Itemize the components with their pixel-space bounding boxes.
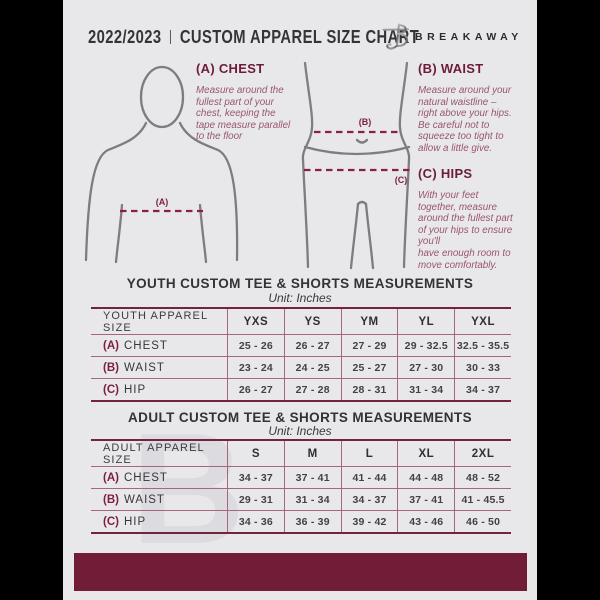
table-cell: 29 - 32.5 <box>397 334 455 356</box>
adult-size-col: S <box>227 441 284 466</box>
adult-size-label-header: ADULT APPAREL SIZE <box>103 441 205 466</box>
table-cell: 48 - 52 <box>454 466 511 488</box>
table-cell: 25 - 26 <box>227 334 284 356</box>
table-row-label: (B) WAIST <box>91 488 227 510</box>
navel-mark <box>355 138 369 144</box>
brand-name: BREAKAWAY <box>415 31 523 43</box>
chest-instruction: (A) CHEST Measure around the fullest par… <box>196 61 321 143</box>
table-cell: 24 - 25 <box>283 356 341 378</box>
table-cell: 27 - 29 <box>340 334 398 356</box>
watermark-b: B <box>131 401 246 577</box>
table-cell: 43 - 46 <box>397 510 455 532</box>
title-text: CUSTOM APPAREL SIZE CHART <box>179 27 420 47</box>
size-chart-page: 2022/2023 | CUSTOM APPAREL SIZE CHART BR… <box>63 0 537 600</box>
hip-line <box>303 145 411 156</box>
table-cell: 36 - 39 <box>283 510 341 532</box>
hips-instruction-text: With your feet together, measure around … <box>418 190 513 271</box>
table-cell: 34 - 37 <box>227 466 284 488</box>
table-cell: 44 - 48 <box>397 466 455 488</box>
hips-instruction: (C) HIPS With your feet together, measur… <box>418 166 536 271</box>
page-title: 2022/2023 | CUSTOM APPAREL SIZE CHART <box>88 27 419 48</box>
table-row-label: (C) HIP <box>91 510 227 532</box>
adult-size-col: L <box>340 441 398 466</box>
measurement-figures: (A) (B) (C) <box>84 61 411 270</box>
table-cell: 39 - 42 <box>340 510 398 532</box>
table-cell: 34 - 36 <box>227 510 284 532</box>
table-cell: 25 - 27 <box>340 356 398 378</box>
youth-table-title: YOUTH CUSTOM TEE & SHORTS MEASUREMENTS <box>126 276 474 291</box>
youth-size-col: YXS <box>227 309 284 334</box>
table-cell: 46 - 50 <box>454 510 511 532</box>
table-cell: 41 - 44 <box>340 466 398 488</box>
table-row-label: (A) CHEST <box>91 334 227 356</box>
table-row-label: (B) WAIST <box>91 356 227 378</box>
table-cell: 34 - 37 <box>454 378 511 400</box>
youth-size-col: YL <box>397 309 454 334</box>
table-cell: 26 - 27 <box>227 378 284 400</box>
adult-size-col: M <box>283 441 341 466</box>
adult-size-col: XL <box>397 441 454 466</box>
youth-size-label-header: YOUTH APPAREL SIZE <box>103 309 208 334</box>
table-cell: 28 - 31 <box>340 378 398 400</box>
table-cell: 31 - 34 <box>397 378 455 400</box>
adult-size-col: 2XL <box>454 441 511 466</box>
table-cell: 27 - 30 <box>397 356 455 378</box>
table-cell: 34 - 37 <box>340 488 398 510</box>
youth-size-table: YOUTH APPAREL SIZE YXS YS YM YL YXL (A) … <box>91 307 511 402</box>
waist-line-label: (B) <box>359 117 372 127</box>
table-cell: 32.5 - 35.5 <box>454 334 511 356</box>
waist-instruction-text: Measure around your natural waistline – … <box>418 85 512 154</box>
table-cell: 30 - 33 <box>454 356 511 378</box>
breakaway-logo-icon <box>382 23 409 50</box>
youth-size-col: YS <box>283 309 341 334</box>
adult-table-title: ADULT CUSTOM TEE & SHORTS MEASUREMENTS <box>128 410 472 425</box>
table-cell: 37 - 41 <box>283 466 341 488</box>
table-cell: 26 - 27 <box>283 334 341 356</box>
table-row-label: (A) CHEST <box>91 466 227 488</box>
table-cell: 41 - 45.5 <box>454 488 511 510</box>
youth-size-col: YXL <box>454 309 511 334</box>
season-label: 2022/2023 <box>88 27 162 47</box>
waist-instruction: (B) WAIST Measure around your natural wa… <box>418 61 536 155</box>
hips-line-label: (C) <box>395 175 408 185</box>
table-cell: 31 - 34 <box>283 488 341 510</box>
chest-line-label: (A) <box>156 197 169 207</box>
lower-body-figure <box>301 61 411 270</box>
footer-bar <box>74 553 527 591</box>
table-cell: 27 - 28 <box>283 378 341 400</box>
waist-instruction-heading: (B) WAIST <box>418 61 484 76</box>
table-cell: 29 - 31 <box>227 488 284 510</box>
title-divider: | <box>168 28 173 45</box>
chest-instruction-text: Measure around the fullest part of your … <box>196 85 291 143</box>
table-cell: 23 - 24 <box>227 356 284 378</box>
chest-instruction-heading: (A) CHEST <box>196 61 265 76</box>
table-cell: 37 - 41 <box>397 488 455 510</box>
adult-table-unit: Unit: Inches <box>268 424 332 438</box>
adult-size-table: ADULT APPAREL SIZE S M L XL 2XL (A) CHES… <box>91 439 511 534</box>
hips-instruction-heading: (C) HIPS <box>418 166 473 181</box>
table-row-label: (C) HIP <box>91 378 227 400</box>
youth-size-col: YM <box>340 309 398 334</box>
youth-table-unit: Unit: Inches <box>268 291 332 305</box>
